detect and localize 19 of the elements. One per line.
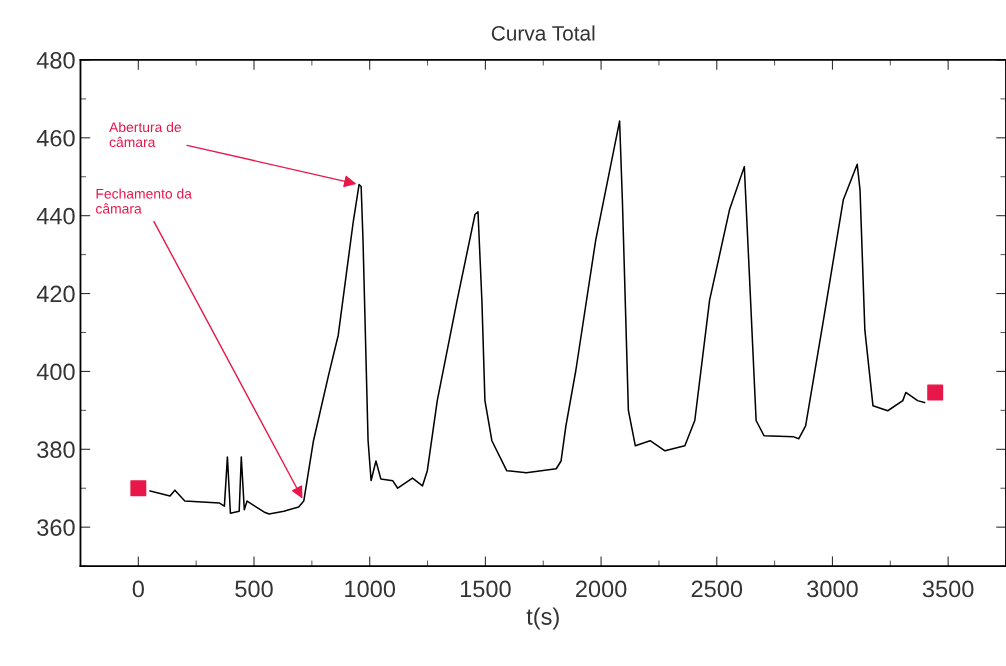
y-tick-label: 360 — [37, 519, 75, 536]
x-tick-label: 1500 — [460, 580, 511, 598]
x-tick-label: 0 — [132, 580, 144, 598]
x-tick-label: 3500 — [922, 580, 974, 598]
annotation: Abertura de câmara — [109, 121, 182, 148]
x-tick-label: 500 — [235, 580, 273, 598]
x-tick-label: 1000 — [345, 580, 396, 598]
x-tick-label: 2000 — [576, 580, 627, 598]
y-tick-label: 460 — [36, 129, 75, 147]
y-tick-label: 440 — [36, 207, 75, 225]
annotation: Fechamento da câmara — [96, 188, 192, 214]
x-tick-label: 3000 — [807, 580, 858, 598]
chart-title: Curva Total — [491, 25, 595, 41]
y-tick-label: 400 — [36, 363, 75, 381]
x-axis-title: t(s) — [526, 607, 559, 630]
y-tick-label: 380 — [37, 441, 75, 459]
y-tick-label: 420 — [36, 285, 75, 303]
y-tick-label: 480 — [36, 52, 75, 69]
x-tick-label: 2500 — [691, 580, 743, 598]
